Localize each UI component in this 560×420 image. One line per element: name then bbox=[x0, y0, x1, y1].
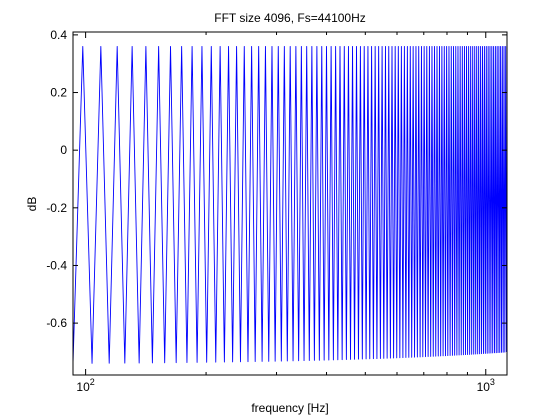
y-tick-label: 0.2 bbox=[50, 86, 67, 100]
y-tick-label: 0 bbox=[60, 143, 67, 157]
y-tick-label: -0.4 bbox=[46, 258, 67, 272]
x-tick-label: 102 bbox=[76, 377, 94, 394]
series-line bbox=[72, 45, 507, 364]
y-tick-label: 0.4 bbox=[50, 28, 67, 42]
plot-frame bbox=[72, 31, 508, 376]
x-axis-ticks: 102 103 bbox=[76, 32, 495, 394]
y-tick-label: -0.2 bbox=[46, 201, 67, 215]
y-axis-ticks: 0.4 0.2 0 -0.2 -0.4 -0.6 bbox=[46, 28, 507, 330]
x-axis-label: frequency [Hz] bbox=[251, 401, 328, 415]
y-axis-label: dB bbox=[25, 197, 39, 212]
x-tick-label: 103 bbox=[477, 377, 495, 394]
series-layer bbox=[72, 45, 507, 364]
y-tick-label: -0.6 bbox=[46, 316, 67, 330]
chart-title: FFT size 4096, Fs=44100Hz bbox=[214, 11, 366, 25]
